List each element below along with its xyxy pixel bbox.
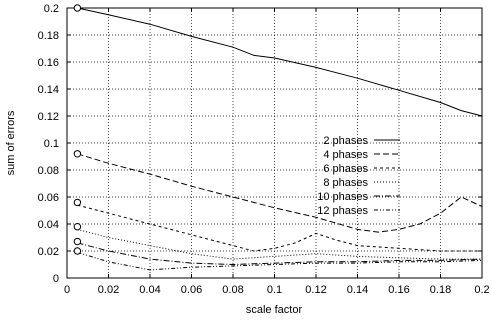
- y-axis-title: sum of errors: [5, 110, 17, 175]
- axis-ticks: 0 0.02 0.04 0.06 0.08 0.1 0.12 0.14 0.16 0.18 0.2 0…: [38, 3, 490, 296]
- x-tick-label: 0.02: [98, 284, 119, 296]
- x-tick-label: 0.06: [181, 284, 202, 296]
- y-tick-label: 0.06: [38, 192, 59, 204]
- legend-label: 10 phases: [317, 191, 368, 203]
- series-line-5: [77, 242, 483, 266]
- series-lines: [77, 7, 483, 271]
- legend-item: 6 phases: [323, 163, 400, 175]
- start-marker: [73, 150, 82, 158]
- y-tick-label: 0.18: [38, 30, 59, 42]
- y-tick-label: 0.12: [38, 111, 59, 123]
- start-markers: [73, 4, 82, 255]
- legend-item: 4 phases: [323, 149, 400, 161]
- legend: 2 phases 4 phases 6 phases 8 phases 10 phase…: [317, 135, 400, 217]
- series-line-4: [77, 228, 482, 260]
- grid: [67, 8, 482, 278]
- x-tick-label: 0.1: [267, 284, 282, 296]
- legend-item: 8 phases: [323, 177, 400, 189]
- y-tick-label: 0.16: [38, 57, 59, 69]
- x-tick-label: 0.16: [388, 284, 409, 296]
- series-line-1: [77, 7, 483, 117]
- y-tick-label: 0.14: [38, 84, 59, 96]
- legend-item: 10 phases: [317, 191, 400, 203]
- x-tick-label: 0.14: [347, 284, 368, 296]
- start-marker: [73, 223, 82, 231]
- y-tick-label: 0.2: [44, 3, 59, 15]
- x-tick-label: 0.08: [222, 284, 243, 296]
- y-tick-label: 0.1: [44, 138, 59, 150]
- x-tick-label: 0.04: [139, 284, 160, 296]
- y-tick-label: 0: [53, 273, 59, 285]
- legend-item: 2 phases: [323, 135, 400, 147]
- legend-label: 12 phases: [317, 205, 368, 217]
- start-marker: [73, 247, 82, 255]
- x-tick-label: 0: [64, 284, 70, 296]
- x-tick-label: 0.12: [305, 284, 326, 296]
- series-line-2: [77, 153, 483, 233]
- start-marker: [73, 4, 82, 12]
- legend-item: 12 phases: [317, 205, 400, 217]
- x-axis-title: scale factor: [246, 304, 303, 316]
- legend-label: 6 phases: [323, 163, 368, 175]
- series-line-3: [77, 204, 482, 252]
- legend-label: 8 phases: [323, 177, 368, 189]
- x-tick-label: 0.2: [474, 284, 489, 296]
- x-tick-label: 0.18: [430, 284, 451, 296]
- start-marker: [73, 237, 82, 246]
- legend-label: 2 phases: [323, 135, 368, 147]
- series-line-6: [77, 251, 483, 271]
- start-marker: [73, 198, 82, 207]
- y-tick-label: 0.02: [38, 246, 59, 258]
- legend-label: 4 phases: [323, 149, 368, 161]
- y-tick-label: 0.04: [38, 219, 59, 231]
- y-tick-label: 0.08: [38, 165, 59, 177]
